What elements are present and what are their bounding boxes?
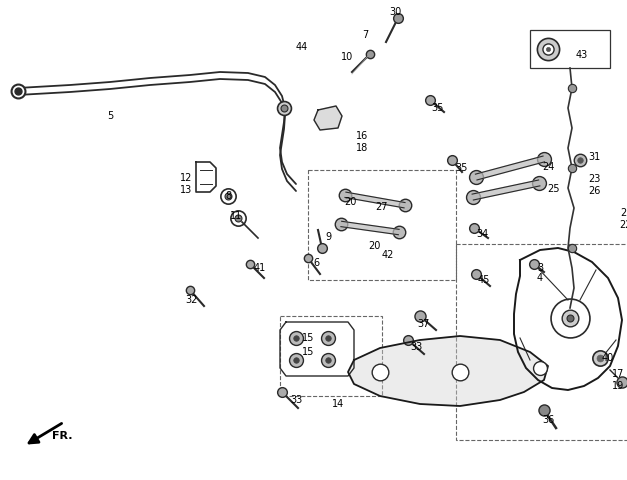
Text: 27: 27 bbox=[376, 202, 388, 212]
Text: 14: 14 bbox=[332, 399, 344, 409]
Text: 45: 45 bbox=[478, 275, 490, 285]
Polygon shape bbox=[345, 192, 405, 208]
Text: 23: 23 bbox=[588, 174, 600, 184]
Text: FR.: FR. bbox=[52, 431, 72, 441]
Polygon shape bbox=[341, 221, 399, 235]
Polygon shape bbox=[314, 106, 342, 130]
Text: 33: 33 bbox=[290, 395, 302, 405]
Text: 43: 43 bbox=[576, 50, 588, 60]
Text: 3: 3 bbox=[537, 263, 543, 273]
Text: 40: 40 bbox=[602, 353, 614, 363]
Text: 31: 31 bbox=[588, 152, 600, 162]
Text: 4: 4 bbox=[537, 273, 543, 283]
Text: 15: 15 bbox=[302, 333, 314, 343]
Text: 35: 35 bbox=[456, 163, 468, 173]
Text: 15: 15 bbox=[302, 347, 314, 357]
Text: 42: 42 bbox=[382, 250, 394, 260]
Text: 5: 5 bbox=[107, 111, 113, 121]
Text: 41: 41 bbox=[254, 263, 266, 273]
Text: 19: 19 bbox=[612, 381, 624, 391]
Bar bbox=[280, 316, 382, 396]
Text: 6: 6 bbox=[313, 258, 319, 268]
Text: 20: 20 bbox=[344, 197, 356, 207]
Polygon shape bbox=[348, 336, 548, 406]
Text: 35: 35 bbox=[432, 103, 444, 113]
Text: 12: 12 bbox=[180, 173, 192, 183]
Text: 13: 13 bbox=[180, 185, 192, 195]
Bar bbox=[530, 30, 610, 68]
Text: 26: 26 bbox=[588, 186, 600, 196]
Bar bbox=[308, 170, 456, 280]
Text: 25: 25 bbox=[548, 184, 561, 194]
Text: 10: 10 bbox=[341, 52, 353, 62]
Polygon shape bbox=[475, 156, 545, 180]
Bar bbox=[456, 244, 627, 440]
Text: 34: 34 bbox=[476, 229, 488, 239]
Text: 20: 20 bbox=[368, 241, 380, 251]
Text: 8: 8 bbox=[225, 191, 231, 201]
Text: 9: 9 bbox=[325, 232, 331, 242]
Text: 30: 30 bbox=[389, 7, 401, 17]
Text: 7: 7 bbox=[362, 30, 368, 40]
Text: 22: 22 bbox=[619, 220, 627, 230]
Text: 36: 36 bbox=[542, 415, 554, 425]
Text: 24: 24 bbox=[542, 162, 554, 172]
Text: 32: 32 bbox=[186, 295, 198, 305]
Text: 16: 16 bbox=[356, 131, 368, 141]
Text: 11: 11 bbox=[230, 211, 242, 221]
Text: 37: 37 bbox=[418, 319, 430, 329]
Text: 18: 18 bbox=[356, 143, 368, 153]
Polygon shape bbox=[472, 180, 540, 200]
Text: 33: 33 bbox=[410, 342, 422, 352]
Text: 21: 21 bbox=[620, 208, 627, 218]
Text: 17: 17 bbox=[612, 369, 624, 379]
Text: 44: 44 bbox=[296, 42, 308, 52]
